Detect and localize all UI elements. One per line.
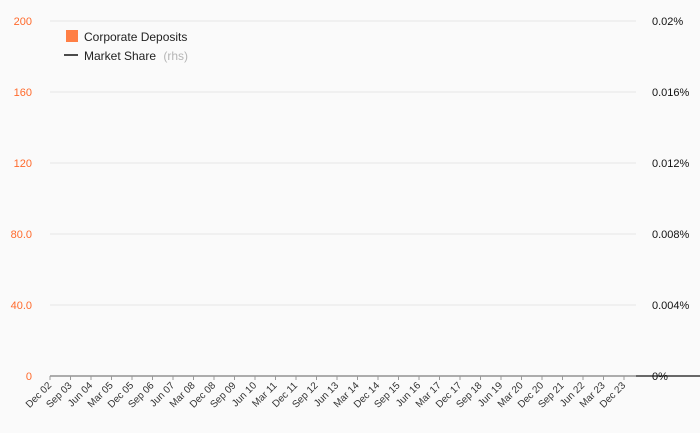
plot-area (50, 103, 700, 377)
legend-label-corporate-deposits: Corporate Deposits (84, 30, 187, 44)
y-right-tick-label: 0.008% (652, 229, 690, 241)
y-left-tick-label: 200 (14, 16, 32, 28)
y-left-tick-label: 0 (26, 371, 32, 383)
y-right-tick-label: 0.004% (652, 300, 690, 312)
y-right-tick-label: 0.02% (652, 16, 683, 28)
y-left-tick-label: 160 (14, 87, 32, 99)
legend: Corporate Deposits Market Share (rhs) (64, 30, 188, 63)
y-left-tick-label: 120 (14, 158, 32, 170)
legend-label-market-share-suffix: (rhs) (163, 49, 188, 63)
series-line-market-share (50, 375, 700, 377)
y-left-tick-label: 80.0 (11, 229, 32, 241)
y-right-tick-label: 0.016% (652, 87, 690, 99)
legend-swatch-corporate-deposits (66, 30, 78, 42)
y-left-tick-label: 40.0 (11, 300, 32, 312)
series-area-corporate-deposits (50, 103, 700, 376)
legend-label-market-share-name: Market Share (84, 49, 156, 63)
y-right-tick-label: 0% (652, 371, 668, 383)
y-right-tick-label: 0.012% (652, 158, 690, 170)
gridlines (50, 20, 636, 306)
legend-label-market-share: Market Share (rhs) (84, 49, 188, 63)
axes: 0 40.0 80.0 120 160 200 0% 0.004% 0.008% 0.012% 0.… (11, 16, 690, 411)
